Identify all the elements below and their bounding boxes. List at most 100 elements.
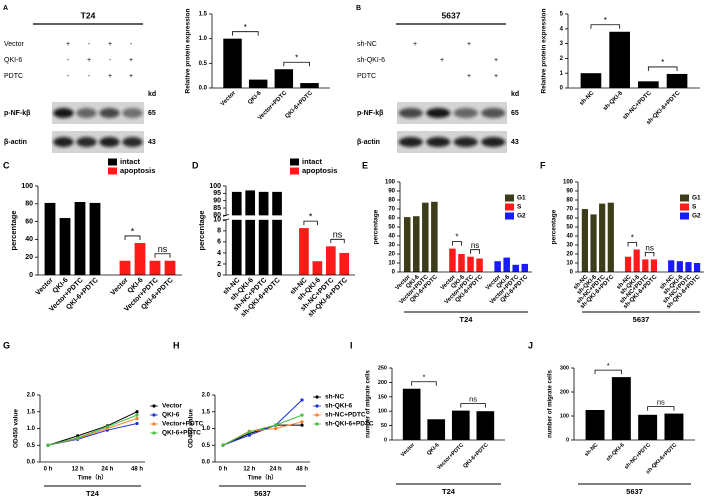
bar (693, 263, 701, 272)
legend-swatch (680, 194, 689, 202)
bar (624, 256, 632, 272)
y-axis-title: number of migrate cells (548, 369, 554, 437)
bar (638, 81, 659, 88)
y-tick-label: 80 (25, 201, 33, 208)
sign: - (88, 73, 91, 80)
legend-label: sh-QKI-6 (325, 403, 352, 410)
y-tick-label: 100 (378, 409, 387, 415)
band (398, 108, 423, 118)
y-tick-label: 40 (25, 236, 33, 243)
y-tick-label: 40 (388, 234, 395, 240)
annotation: * (422, 373, 425, 382)
y-tick-label: 0 (392, 270, 396, 276)
series-line (47, 414, 138, 446)
bar (494, 261, 501, 272)
x-tick-label: 0 h (44, 467, 53, 473)
point (135, 410, 139, 414)
x-tick-label: QKI-6+PDTC (284, 90, 314, 120)
axis-break (222, 215, 357, 220)
blot-title: T24 (81, 10, 96, 20)
annotation: ns (645, 244, 653, 253)
y-tick-label: 70 (566, 207, 573, 213)
sign: + (108, 41, 112, 48)
x-tick-label: sh-NC (579, 90, 596, 107)
point (300, 423, 304, 427)
bar (668, 260, 675, 272)
y-tick-label: 150 (378, 394, 387, 400)
x-tick-label: sh-NC+PDTC (624, 442, 653, 471)
legend-marker (152, 431, 156, 435)
legend-label: intact (302, 157, 323, 166)
bar (676, 261, 683, 272)
y-tick-label: 1.5 (27, 409, 36, 415)
y-tick-label: 0 (560, 86, 564, 92)
bar (581, 209, 589, 272)
band (122, 137, 143, 147)
bar (422, 202, 429, 272)
legend-label: G2 (692, 213, 701, 220)
x-tick-label: sh-NC (584, 442, 600, 458)
band (76, 137, 97, 147)
y-tick-label: 50 (388, 225, 395, 231)
bar (413, 216, 420, 272)
group-label: T24 (460, 315, 474, 324)
band-kd: 43 (148, 139, 156, 146)
bar (258, 191, 269, 275)
legend-swatch (290, 167, 299, 175)
y-tick-label: 0 (384, 437, 387, 443)
x-axis-title: Time（h） (248, 474, 278, 482)
y-tick-label: 10 (566, 261, 573, 267)
band-strip (397, 102, 507, 124)
legend-label: S (692, 204, 697, 211)
row-label: PDTC (357, 73, 376, 80)
bar (642, 259, 649, 272)
y-tick-label: 6 (217, 239, 221, 246)
y-tick-label: 0 (217, 272, 221, 279)
point (274, 423, 278, 427)
group-label: T24 (442, 487, 456, 496)
bracket (124, 235, 141, 240)
panel-letter: H (173, 340, 180, 350)
bar (74, 202, 86, 275)
legend-label: S (517, 204, 522, 211)
bar (467, 256, 474, 272)
y-tick-label: 0 (566, 437, 569, 443)
annotation: ns (469, 395, 477, 404)
bar (503, 257, 510, 272)
x-tick-label: sh-QKI-6 (605, 442, 625, 462)
bracket (411, 381, 437, 386)
x-tick-label: 48 h (131, 467, 143, 473)
bar (650, 259, 658, 272)
row-label: sh-NC (357, 41, 377, 48)
band (122, 108, 143, 118)
legend-swatch (505, 194, 514, 202)
sign: + (87, 57, 91, 64)
y-axis-title: OD450 value (188, 409, 195, 448)
legend-swatch (505, 203, 514, 211)
annotation: ns (333, 230, 343, 240)
y-tick-label: 2 (560, 56, 564, 62)
bracket (232, 31, 259, 36)
y-tick-label: 85 (213, 205, 221, 212)
x-tick-label: QKI-6 (247, 90, 263, 106)
y-tick-label: 50 (381, 423, 387, 429)
bar (685, 262, 692, 272)
legend-marker (315, 413, 319, 417)
band (426, 137, 451, 147)
y-axis-title: percentage (197, 210, 206, 250)
band-kd: 65 (511, 110, 519, 117)
band (481, 137, 506, 147)
panel-letter: J (528, 340, 533, 350)
x-tick-label: Vector (220, 90, 238, 108)
y-tick-label: 200 (560, 389, 569, 395)
panel-letter: B (356, 5, 361, 12)
sign: + (440, 57, 444, 64)
bar (245, 190, 256, 275)
point (135, 413, 139, 417)
y-tick-label: 4 (217, 250, 221, 257)
bar (427, 419, 446, 440)
band (53, 108, 74, 118)
bar (664, 413, 684, 440)
point (300, 398, 304, 402)
y-tick-label: 20 (25, 254, 33, 261)
